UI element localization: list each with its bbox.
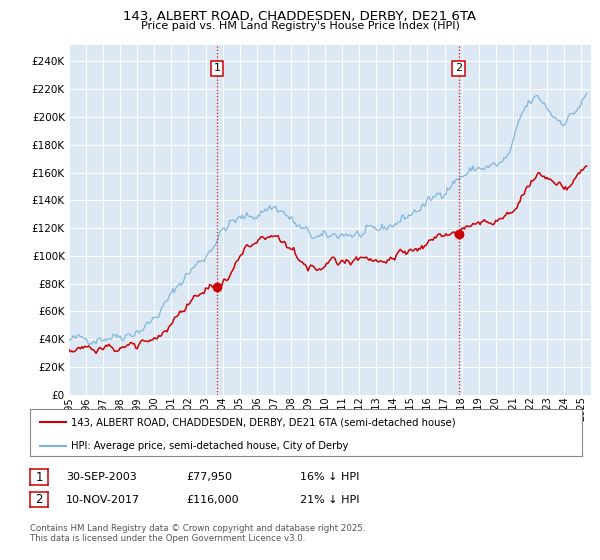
Text: 1: 1 xyxy=(35,470,43,484)
Text: 2: 2 xyxy=(455,63,463,73)
Text: 16% ↓ HPI: 16% ↓ HPI xyxy=(300,472,359,482)
Text: 21% ↓ HPI: 21% ↓ HPI xyxy=(300,494,359,505)
Text: 143, ALBERT ROAD, CHADDESDEN, DERBY, DE21 6TA (semi-detached house): 143, ALBERT ROAD, CHADDESDEN, DERBY, DE2… xyxy=(71,417,456,427)
Text: Contains HM Land Registry data © Crown copyright and database right 2025.
This d: Contains HM Land Registry data © Crown c… xyxy=(30,524,365,543)
Text: 30-SEP-2003: 30-SEP-2003 xyxy=(66,472,137,482)
Text: £116,000: £116,000 xyxy=(186,494,239,505)
Text: 2: 2 xyxy=(35,493,43,506)
Text: 143, ALBERT ROAD, CHADDESDEN, DERBY, DE21 6TA: 143, ALBERT ROAD, CHADDESDEN, DERBY, DE2… xyxy=(124,10,476,22)
Text: 10-NOV-2017: 10-NOV-2017 xyxy=(66,494,140,505)
Text: Price paid vs. HM Land Registry's House Price Index (HPI): Price paid vs. HM Land Registry's House … xyxy=(140,21,460,31)
Text: £77,950: £77,950 xyxy=(186,472,232,482)
Text: HPI: Average price, semi-detached house, City of Derby: HPI: Average price, semi-detached house,… xyxy=(71,441,349,451)
Text: 1: 1 xyxy=(214,63,220,73)
